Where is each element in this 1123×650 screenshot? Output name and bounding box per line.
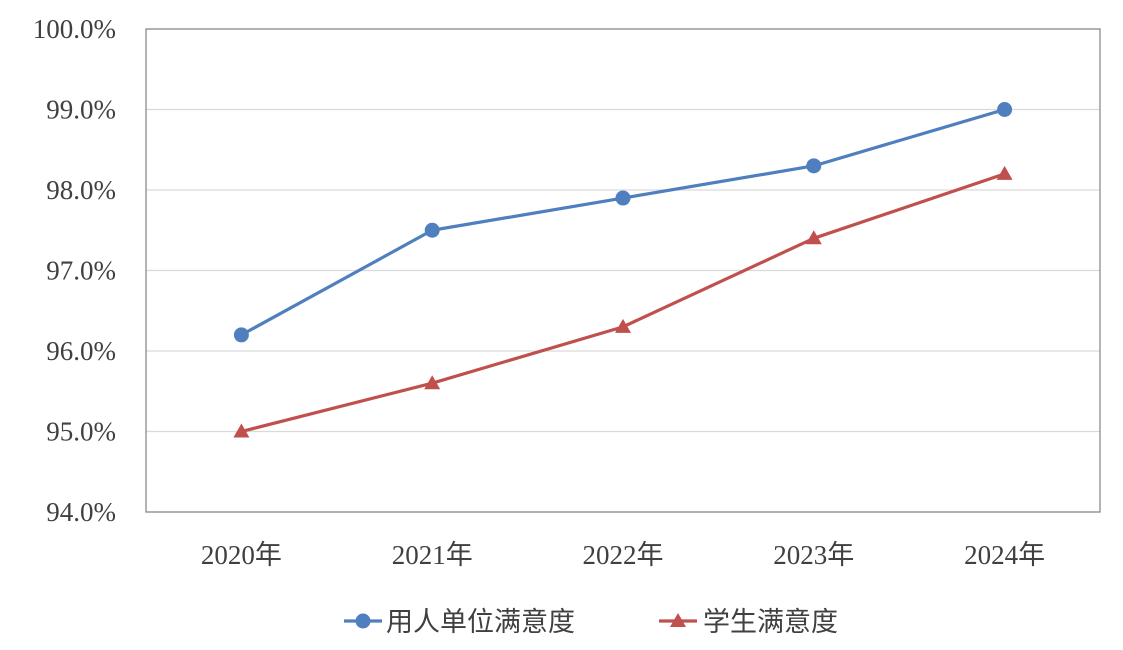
data-point	[233, 327, 249, 343]
y-tick-label: 99.0%	[46, 95, 116, 125]
x-tick-label: 2023年	[773, 540, 854, 570]
x-tick-label: 2020年	[201, 540, 282, 570]
y-tick-label: 95.0%	[46, 417, 116, 447]
series-line	[241, 172, 1006, 434]
legend-item: 用人单位满意度	[344, 607, 575, 638]
plot-area-border	[145, 28, 1101, 513]
legend-label: 用人单位满意度	[386, 607, 575, 638]
data-point	[805, 230, 822, 245]
legend-marker	[355, 613, 371, 629]
data-point	[233, 423, 250, 438]
y-tick-label: 100.0%	[33, 14, 116, 44]
y-tick-label: 98.0%	[46, 175, 116, 205]
series-layer	[233, 102, 1013, 438]
legend-label: 学生满意度	[703, 607, 838, 638]
data-point	[615, 318, 631, 333]
data-point	[615, 190, 631, 206]
legend-marker	[670, 613, 686, 627]
gridlines	[146, 28, 1100, 513]
data-point	[997, 102, 1013, 117]
legend-item: 学生满意度	[659, 607, 838, 638]
y-tick-label: 96.0%	[46, 336, 116, 366]
series-1	[233, 102, 1013, 343]
data-point	[996, 165, 1013, 180]
data-point	[806, 158, 822, 174]
data-point	[424, 222, 440, 238]
y-axis: 94.0% 95.0% 96.0% 97.0% 98.0% 99.0% 100.0%	[33, 14, 116, 527]
legend: 用人单位满意度 学生满意度	[344, 607, 838, 638]
x-axis: 2020年 2021年 2022年 2023年 2024年	[201, 540, 1045, 570]
series-2	[233, 165, 1013, 438]
x-tick-label: 2024年	[964, 540, 1045, 570]
y-tick-label: 94.0%	[46, 497, 116, 527]
series-line	[240, 107, 1006, 337]
y-tick-label: 97.0%	[46, 256, 116, 286]
data-point	[424, 375, 441, 390]
x-tick-label: 2021年	[392, 540, 473, 570]
x-tick-label: 2022年	[583, 540, 664, 570]
